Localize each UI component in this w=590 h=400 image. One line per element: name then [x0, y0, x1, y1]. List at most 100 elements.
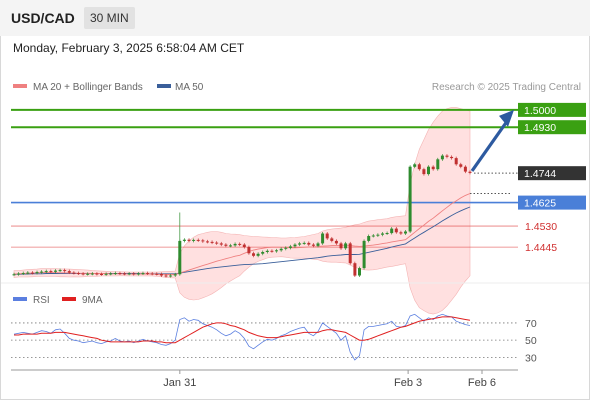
ma20-legend-swatch — [13, 84, 27, 88]
candle-body — [344, 243, 348, 249]
credit-label: Research © 2025 Trading Central — [432, 82, 581, 93]
candle-body — [353, 263, 357, 276]
candle-body — [100, 274, 103, 275]
candle-body — [316, 243, 320, 246]
price-tag-1-4744 — [518, 166, 586, 181]
candle-body — [104, 273, 108, 275]
candle-body — [431, 166, 435, 170]
target-arrow-shaft — [470, 118, 510, 172]
candle-body — [362, 240, 366, 269]
candle-body — [279, 248, 283, 251]
x-tick-label: Feb 3 — [394, 377, 422, 389]
target-arrow-head — [499, 109, 514, 127]
candle-body — [54, 270, 57, 272]
rsi-panel: 70 50 30 — [11, 313, 537, 364]
candle-body — [252, 253, 255, 256]
candle-body — [169, 275, 173, 277]
rsi-legend-label: RSI — [33, 295, 50, 306]
price-tag-label-1-4445: 1.4445 — [525, 242, 557, 254]
candle-body — [265, 250, 269, 252]
ma50-legend-label: MA 50 — [175, 82, 204, 93]
moving-averages — [13, 193, 471, 275]
candle-body — [127, 273, 131, 275]
candle-body — [440, 155, 444, 160]
candle-body — [206, 241, 209, 243]
price-tag-label-1-4530: 1.4530 — [525, 221, 557, 233]
currency-pair-title: USD/CAD — [11, 10, 75, 26]
candle-body — [215, 242, 219, 244]
candle-body — [40, 271, 44, 273]
candle-body — [348, 243, 352, 264]
x-tick-label: Feb 6 — [468, 377, 496, 389]
candle-body — [63, 270, 67, 272]
candle-body — [95, 273, 99, 275]
candle-body — [123, 273, 126, 275]
candle-body — [86, 273, 90, 275]
candle-body — [371, 235, 375, 237]
candle-body — [141, 273, 145, 275]
rsi-tick-30: 30 — [525, 352, 537, 364]
candle-body — [77, 273, 80, 275]
candle-body — [233, 243, 237, 246]
candle-body — [376, 234, 380, 236]
price-levels — [11, 108, 518, 248]
candle-body — [136, 273, 140, 275]
candle-body — [463, 166, 467, 172]
candle-body — [450, 156, 454, 159]
candle-body — [113, 273, 117, 275]
ma20-legend-label: MA 20 + Bollinger Bands — [33, 82, 143, 93]
candle-body — [72, 272, 76, 274]
candle-body — [399, 232, 403, 234]
candle-body — [67, 271, 71, 273]
candle-body — [468, 171, 472, 173]
price-tag-1-5000 — [518, 102, 586, 117]
candle-body — [109, 273, 113, 275]
rsi-legend-swatch — [13, 297, 27, 301]
9ma-line — [14, 316, 471, 344]
candle-body — [417, 164, 421, 170]
candle-body — [30, 272, 34, 274]
candle-body — [408, 166, 412, 232]
header-bar: USD/CAD 30 MIN — [0, 0, 590, 36]
bollinger-bands — [13, 107, 471, 315]
ma20-line — [13, 193, 471, 275]
candle-body — [201, 240, 205, 242]
candle-body — [261, 252, 265, 254]
ma50-legend-swatch — [157, 84, 171, 88]
candle-body — [367, 236, 371, 241]
x-tick-label: Jan 31 — [163, 377, 196, 389]
candle-body — [427, 166, 430, 175]
candle-body — [381, 233, 384, 235]
timeframe-badge[interactable]: 30 MIN — [84, 7, 135, 29]
candle-body — [173, 274, 177, 276]
candle-body — [182, 239, 186, 241]
candle-body — [238, 243, 242, 245]
candle-body — [334, 240, 338, 244]
price-tag-label-1-4744: 1.4744 — [524, 168, 556, 180]
price-tag-1-4625 — [518, 195, 586, 210]
candle-body — [155, 273, 159, 275]
candle-body — [159, 274, 163, 276]
candle-body — [242, 244, 246, 248]
candle-body — [210, 241, 214, 243]
candle-body — [90, 273, 94, 275]
candle-body — [394, 228, 398, 233]
candle-body — [118, 273, 122, 275]
candle-body — [178, 240, 182, 275]
candle-body — [325, 233, 329, 239]
price-tag-label-1-4930: 1.4930 — [524, 122, 556, 134]
candle-body — [192, 239, 196, 241]
candle-body — [275, 250, 278, 252]
candle-body — [284, 247, 288, 249]
candle-body — [385, 233, 389, 234]
candle-body — [26, 272, 30, 274]
candle-body — [196, 239, 200, 241]
candle-body — [12, 274, 16, 276]
candle-body — [339, 243, 343, 249]
bollinger-band-area — [13, 107, 471, 315]
candle-body — [330, 238, 334, 241]
candle-body — [132, 273, 136, 275]
candle-body — [321, 233, 325, 244]
